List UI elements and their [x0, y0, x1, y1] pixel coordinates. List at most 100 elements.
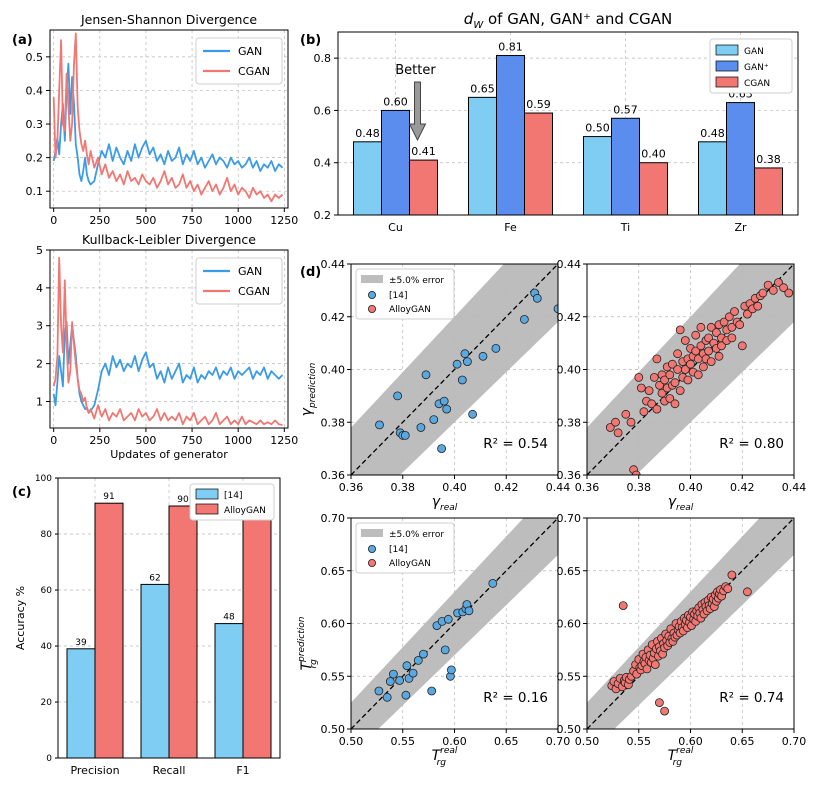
x-tick-label: 0.44: [782, 481, 807, 494]
error-band: [351, 518, 558, 729]
bar: [214, 623, 244, 759]
x-tick-label: 0: [50, 214, 57, 227]
data-point: [670, 378, 680, 388]
data-point: [413, 656, 423, 665]
data-point: [696, 322, 706, 332]
legend-label: GAN: [238, 265, 262, 278]
y-tick-label: 2: [36, 358, 43, 371]
x-tick-label: 1000: [224, 214, 252, 227]
plot-frame: [337, 31, 799, 216]
bar: [468, 96, 497, 216]
y-tick-label: 1: [36, 395, 43, 408]
data-point: [532, 293, 542, 303]
bar-value-label: 0.57: [613, 103, 638, 116]
plot-frame: [49, 29, 289, 209]
legend-label: [14]: [389, 291, 407, 301]
data-point: [491, 343, 501, 353]
chart-a1: 0 250 500 750 1000 1250 0.1 0.2 0.3 0.4 0.5 Jensen-…: [26, 12, 299, 227]
y-tick-label: 0.36: [557, 469, 582, 482]
y-tick-label: 0.42: [321, 311, 346, 324]
data-point: [675, 325, 685, 335]
y-tick-label: 5: [36, 244, 43, 257]
data-point: [439, 396, 449, 406]
data-point: [768, 285, 778, 295]
bar-value-label: 0.59: [526, 98, 551, 111]
data-point: [652, 354, 662, 364]
x-tick-label: 0.40: [678, 481, 703, 494]
legend-label: CGAN: [744, 79, 770, 89]
x-tick-label: 0.38: [391, 481, 416, 494]
chart-b: 0.2 0.4 0.6 0.8 Cu 0.48 0.60 0.41 Fe 0.65 0.81 0.59…: [314, 10, 799, 234]
data-point: [478, 351, 488, 361]
legend-marker: [367, 304, 376, 313]
data-point: [784, 288, 794, 298]
plot-area: [587, 518, 794, 729]
x-tick-label: 0.44: [546, 481, 571, 494]
x-tick-label: 0.38: [627, 481, 652, 494]
data-point: [385, 677, 395, 686]
data-point: [374, 686, 384, 696]
category-label: Recall: [153, 764, 186, 777]
data-point: [699, 362, 708, 372]
x-axis-label: Treal rg: [432, 746, 458, 768]
data-point: [665, 370, 675, 380]
y-axis-label: γprediction: [299, 362, 318, 416]
data-point: [631, 470, 641, 475]
data-point: [743, 587, 752, 597]
y-tick-label: 4: [36, 282, 43, 295]
bar: [639, 162, 668, 216]
bar: [353, 141, 382, 216]
legend-label: AlloyGAN: [389, 305, 431, 315]
y-tick-label: 0.4: [26, 84, 44, 97]
y-tick-label: 0.40: [321, 364, 346, 377]
data-point: [440, 645, 450, 655]
data-point: [443, 614, 453, 624]
panel-label-d: (d): [300, 265, 321, 280]
y-tick-label: 0.70: [321, 512, 346, 525]
legend-label: GAN⁺: [744, 63, 769, 73]
chart-d3: 0.50 0.55 0.60 0.65 0.70 0.50 0.55 0.60 0.65 0.70…: [297, 512, 571, 768]
y-tick-label: 0: [46, 754, 52, 764]
data-point: [657, 388, 667, 398]
y-tick-label: 0.38: [321, 416, 346, 429]
data-point: [723, 584, 733, 594]
data-point: [421, 370, 431, 380]
bar-value-label: 0.81: [498, 41, 523, 54]
data-point: [636, 383, 646, 393]
data-point: [382, 692, 392, 702]
bar: [381, 109, 410, 216]
data-point: [680, 365, 690, 374]
bar: [168, 505, 198, 759]
data-point: [719, 317, 729, 327]
bar-value-label: 0.41: [411, 145, 436, 158]
y-tick-label: 20: [41, 698, 53, 708]
y-tick-label: 0.42: [557, 311, 582, 324]
legend-marker: [367, 559, 376, 568]
chart-d2: 0.36 0.38 0.40 0.42 0.44 0.36 0.38 0.40 0.42 0.44…: [557, 258, 807, 513]
data-point: [758, 288, 768, 298]
data-point: [670, 399, 680, 409]
data-point: [402, 661, 412, 671]
data-point: [683, 375, 693, 385]
x-tick-label: 0.65: [494, 735, 519, 748]
data-point: [427, 686, 437, 696]
category-label: Precision: [70, 764, 119, 777]
data-point: [673, 349, 682, 359]
category-label: Zr: [734, 221, 747, 234]
data-point: [691, 330, 701, 340]
bar-value-label: 0.60: [383, 95, 408, 108]
data-point: [763, 280, 773, 290]
chart-d4: 0.50 0.55 0.60 0.65 0.70 0.50 0.55 0.60 0.65 0.70…: [557, 512, 807, 768]
annotation-text: Better: [395, 63, 436, 78]
y-tick-label: 0.60: [321, 618, 346, 631]
data-point: [665, 394, 675, 403]
x-tick-label: 500: [135, 434, 156, 447]
data-point: [613, 428, 623, 438]
data-point: [693, 370, 703, 380]
data-point: [457, 375, 467, 385]
category-label: Cu: [388, 221, 403, 234]
x-tick-label: 0.70: [546, 735, 571, 748]
x-tick-label: 0: [50, 434, 57, 447]
series-line-cgan: [52, 32, 284, 203]
